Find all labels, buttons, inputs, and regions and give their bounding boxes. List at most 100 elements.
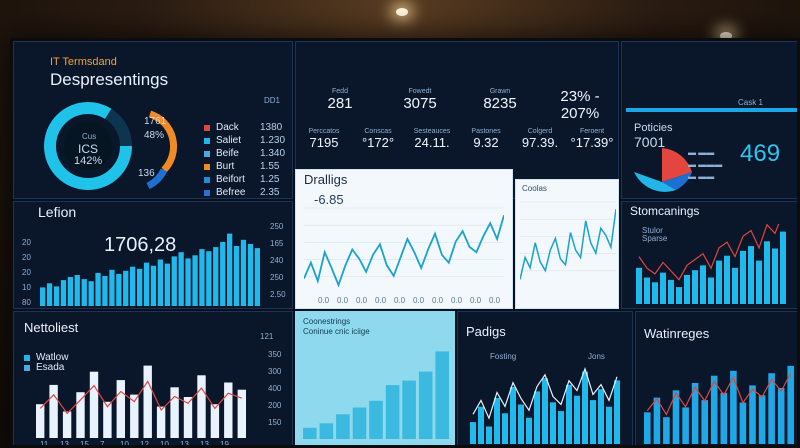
- bar-mark: [385, 385, 400, 439]
- bar-mark: [542, 378, 548, 444]
- axis-tick-label: 165: [270, 239, 284, 248]
- stat-item: Perccatos 7195: [308, 128, 340, 150]
- axis-tick-label: 7: [100, 440, 105, 448]
- bar-mark: [49, 384, 58, 438]
- bar-mark: [518, 404, 524, 444]
- axis-tick-label: 0.0: [413, 296, 425, 305]
- bar-mark: [682, 407, 689, 444]
- series-line: [520, 209, 616, 280]
- bar-mark: [46, 283, 53, 306]
- bar-mark: [701, 400, 708, 444]
- ceiling-light: [720, 32, 732, 40]
- bar-mark: [130, 394, 139, 438]
- bar-mark: [739, 402, 747, 444]
- bar-mark: [240, 239, 247, 306]
- bar-mark: [402, 380, 416, 439]
- bar-mark: [178, 252, 184, 306]
- bar-mark: [171, 256, 177, 306]
- axis-tick-label: 10: [160, 440, 169, 448]
- stat-item: Conscas °172°: [361, 128, 395, 150]
- policies-title: Poticies: [634, 122, 673, 134]
- bar-mark: [213, 247, 219, 306]
- axis-tick-label: 20: [22, 238, 31, 247]
- bar-mark: [224, 382, 233, 438]
- bar-mark: [777, 387, 785, 444]
- bar-mark: [486, 426, 492, 444]
- bar-mark: [749, 385, 756, 444]
- donut-chart: [44, 102, 178, 190]
- stomcanings-panel: Stomcanings Stulor Sparse: [621, 201, 797, 309]
- bar-mark: [644, 277, 650, 304]
- stat-item: 23% - 207%: [560, 88, 600, 122]
- bar-mark: [494, 397, 500, 444]
- axis-tick-label: 0.0: [451, 296, 463, 305]
- bar-mark: [303, 427, 317, 439]
- lefion-panel: Lefion 1706,28 250 165 240 250 2.50 20 20 20 10…: [13, 201, 293, 309]
- axis-tick-label: 0.0: [470, 296, 482, 305]
- axis-tick-label: 0.0: [337, 296, 349, 305]
- axis-tick-label: 15: [80, 440, 89, 448]
- bar-mark: [192, 255, 198, 306]
- bar-mark: [88, 281, 94, 306]
- bar-mark: [60, 280, 67, 306]
- bar-mark: [614, 380, 620, 444]
- bar-mark: [40, 287, 46, 306]
- bar-mark: [700, 265, 706, 304]
- donut-label-pct: 142%: [74, 155, 103, 167]
- bar-mark: [558, 411, 564, 444]
- bar-mark: [764, 241, 770, 304]
- bar-mark: [653, 397, 661, 444]
- stomcanings-legend-2: Sparse: [642, 234, 668, 243]
- nettoliest-legend-2: Esada: [24, 362, 64, 373]
- stat-item: Grawn 8235: [483, 88, 517, 112]
- series-line: [646, 373, 792, 416]
- bar-mark: [566, 384, 572, 444]
- bar-mark: [720, 392, 728, 444]
- overview-panel: IT Termsdand Despresentings Cus ICS 142%…: [13, 41, 293, 199]
- axis-tick-label: 250: [270, 273, 284, 282]
- bar-mark: [748, 246, 754, 304]
- bar-mark: [150, 265, 157, 306]
- policies-big-right: 469: [740, 140, 781, 167]
- legend-item: Saliet 1.230: [204, 135, 285, 146]
- axis-tick-label: 150: [268, 418, 282, 427]
- axis-tick-label: 0.0: [394, 296, 406, 305]
- small-chart-title: Coolas: [522, 184, 547, 193]
- axis-tick-label: 11: [40, 440, 49, 448]
- bar-mark: [582, 371, 588, 444]
- legend-corner: DD1: [264, 96, 281, 105]
- bar-mark: [81, 279, 87, 306]
- lefion-title: Lefion: [38, 204, 77, 220]
- stomcanings-legend-1: Stulor: [642, 226, 663, 235]
- bar-mark: [352, 407, 367, 439]
- stat-item: Fowedt 3075: [403, 88, 437, 112]
- bar-mark: [206, 251, 212, 306]
- axis-tick-label: 0.0: [375, 296, 387, 305]
- stat-item: Fedd 281: [327, 88, 353, 112]
- bar-mark: [758, 395, 766, 444]
- axis-tick-label: 2.50: [270, 290, 286, 299]
- bar-mark: [62, 411, 72, 438]
- series-line: [304, 215, 504, 288]
- bar-mark: [254, 248, 260, 306]
- lefion-big-value: 1706,28: [104, 234, 177, 256]
- bar-mark: [102, 276, 108, 306]
- stat-item: Feroent °17.39°: [570, 128, 614, 150]
- ceiling-light: [396, 8, 408, 16]
- dralligs-line-chart: [304, 207, 504, 288]
- cyan-chart-panel: Coonestrings Coninue cnic iciige: [295, 311, 455, 445]
- bar-mark: [199, 249, 205, 306]
- axis-tick-label: 350: [268, 350, 282, 359]
- policies-big-left: 7001: [634, 134, 666, 150]
- bar-mark: [143, 365, 152, 438]
- padigs-bar-chart: [470, 367, 620, 444]
- axis-tick-label: 13: [60, 440, 69, 448]
- bar-mark: [672, 390, 680, 444]
- watinges-title: Watinreges: [644, 326, 710, 341]
- bar-mark: [534, 391, 540, 444]
- bar-mark: [574, 395, 580, 444]
- bar-mark: [157, 259, 163, 306]
- legend-item: Dack 1380: [204, 122, 282, 133]
- bar-mark: [598, 389, 604, 444]
- brand-label: IT Termsdand: [50, 56, 117, 68]
